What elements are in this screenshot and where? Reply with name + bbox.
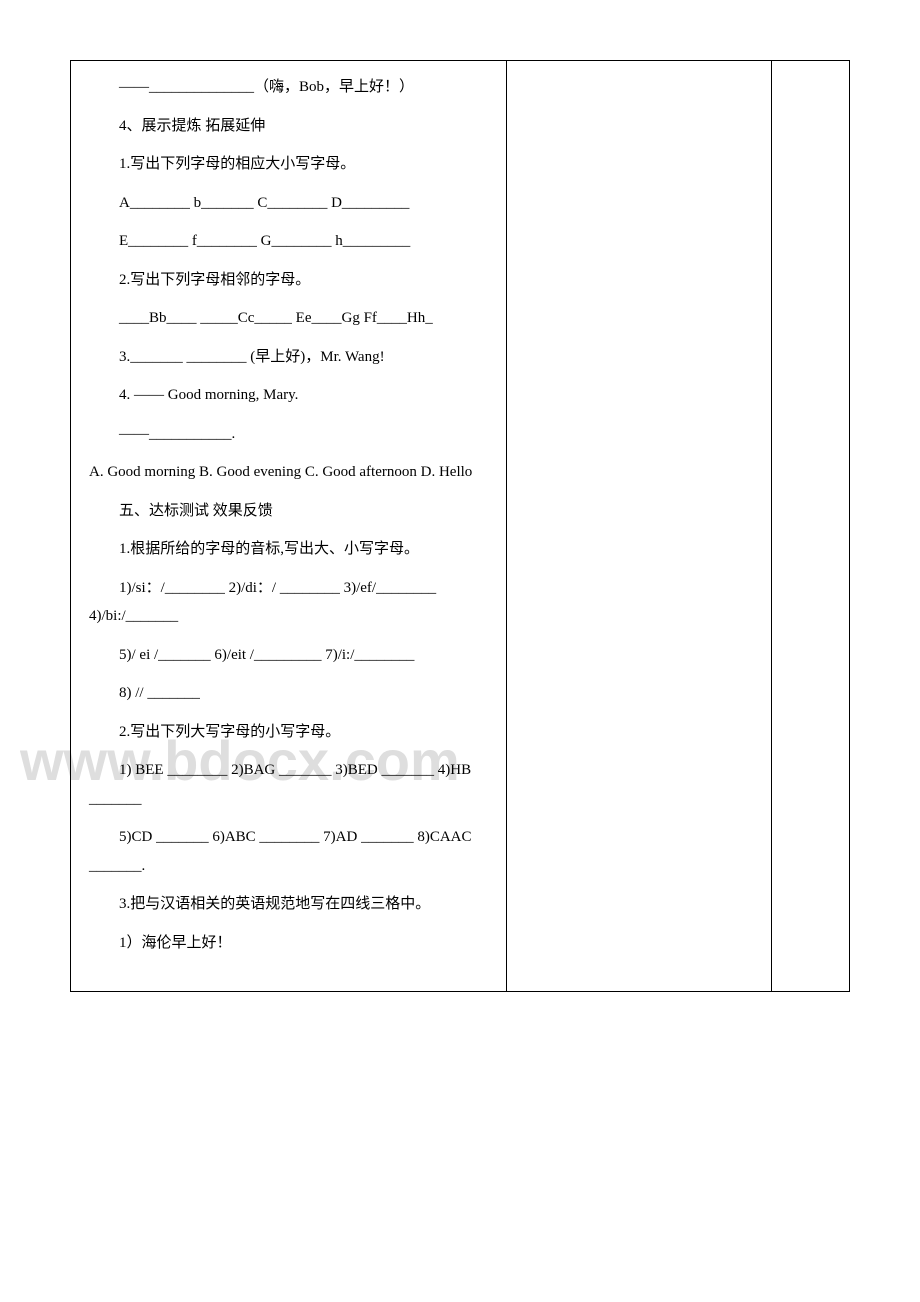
table-row: ——______________（嗨，Bob，早上好！） 4、展示提炼 拓展延伸… bbox=[71, 61, 850, 992]
exercise-line: 5)/ ei /_______ 6)/eit /_________ 7)/i:/… bbox=[89, 641, 488, 670]
exercise-line: 1) BEE ________ 2)BAG _______ 3)BED ____… bbox=[89, 756, 488, 813]
exercise-line: 1）海伦早上好！ bbox=[89, 929, 488, 958]
exercise-line: ——___________. bbox=[89, 420, 488, 449]
exercise-prompt: 1.写出下列字母的相应大小写字母。 bbox=[89, 150, 488, 179]
page-container: ——______________（嗨，Bob，早上好！） 4、展示提炼 拓展延伸… bbox=[70, 60, 850, 992]
exercise-line: 5)CD _______ 6)ABC ________ 7)AD _______… bbox=[89, 823, 488, 880]
exercise-line: 1)/si：/________ 2)/di：/ ________ 3)/ef/_… bbox=[89, 574, 488, 631]
empty-cell-right bbox=[772, 61, 850, 992]
exercise-prompt: 3.把与汉语相关的英语规范地写在四线三格中。 bbox=[89, 890, 488, 919]
exercise-line: 3._______ ________ (早上好)，Mr. Wang! bbox=[89, 343, 488, 372]
exercise-prompt: 2.写出下列大写字母的小写字母。 bbox=[89, 718, 488, 747]
exercise-line: 4. —— Good morning, Mary. bbox=[89, 381, 488, 410]
empty-cell-mid bbox=[507, 61, 772, 992]
exercise-prompt: 1.根据所给的字母的音标,写出大、小写字母。 bbox=[89, 535, 488, 564]
exercise-line: 8) // _______ bbox=[89, 679, 488, 708]
section-heading: 4、展示提炼 拓展延伸 bbox=[89, 112, 488, 141]
content-cell: ——______________（嗨，Bob，早上好！） 4、展示提炼 拓展延伸… bbox=[71, 61, 507, 992]
worksheet-table: ——______________（嗨，Bob，早上好！） 4、展示提炼 拓展延伸… bbox=[70, 60, 850, 992]
exercise-line: A________ b_______ C________ D_________ bbox=[89, 189, 488, 218]
exercise-options: A. Good morning B. Good evening C. Good … bbox=[89, 458, 488, 487]
section-heading: 五、达标测试 效果反馈 bbox=[89, 497, 488, 526]
exercise-prompt: 2.写出下列字母相邻的字母。 bbox=[89, 266, 488, 295]
exercise-line: E________ f________ G________ h_________ bbox=[89, 227, 488, 256]
exercise-line: ——______________（嗨，Bob，早上好！） bbox=[89, 73, 488, 102]
exercise-line: ____Bb____ _____Cc_____ Ee____Gg Ff____H… bbox=[89, 304, 488, 333]
